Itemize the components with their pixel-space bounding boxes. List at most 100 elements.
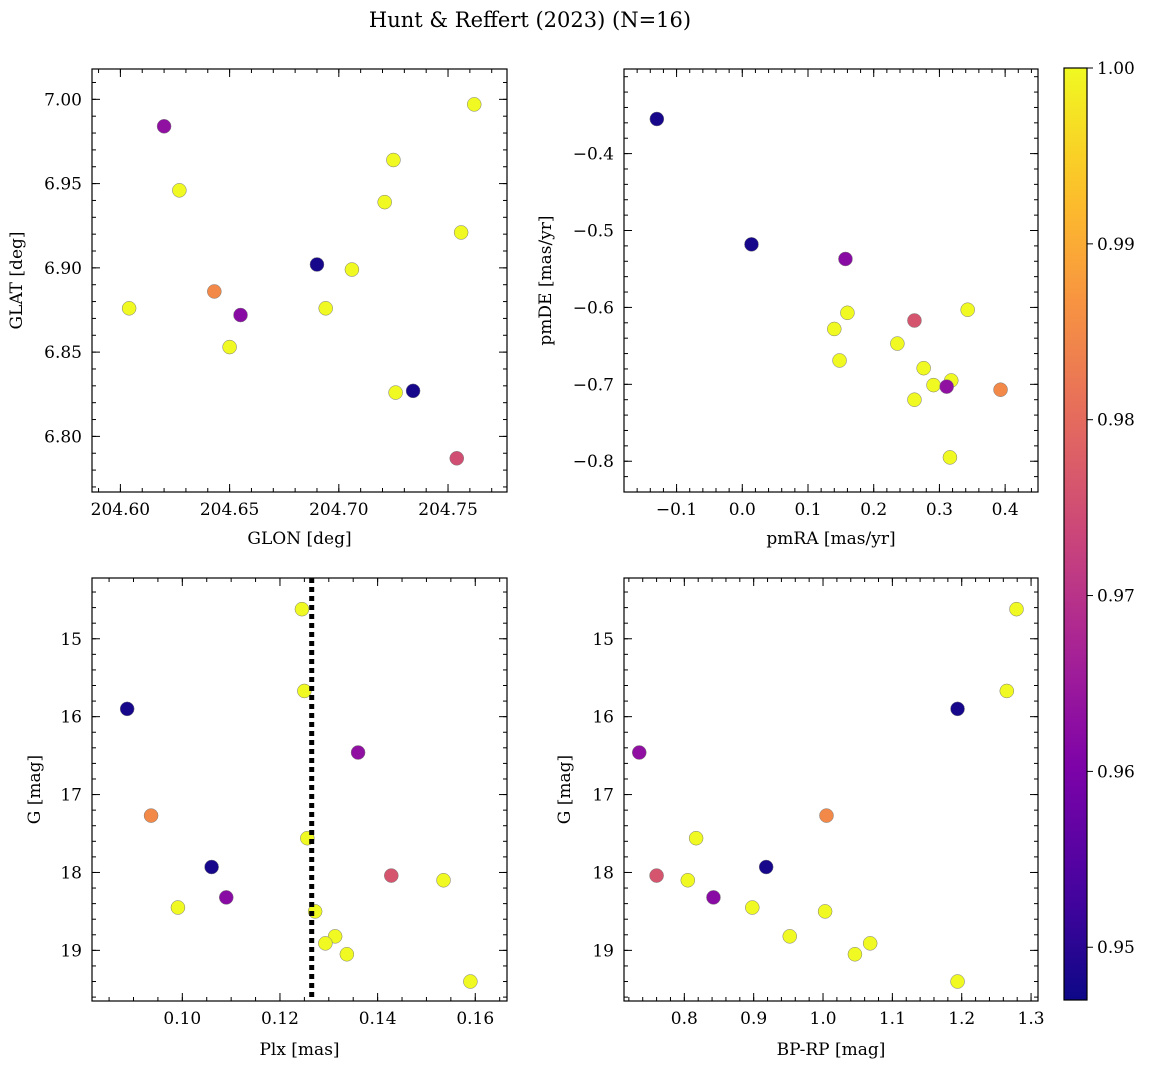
scatter-point: [939, 379, 954, 394]
panel-bprp-g: 0.8 0.9 1.0 1.1 1.2 1.3 15 16 17 18 19 BP-RP [mag]…: [555, 577, 1045, 1060]
x-tick-label: −0.1: [656, 500, 697, 520]
colorbar-tick-label: 0.96: [1097, 762, 1135, 782]
scatter-point: [172, 183, 187, 198]
axes-frame: [91, 577, 508, 1002]
scatter-point: [156, 119, 172, 134]
y-tick-label: 7.00: [44, 90, 82, 110]
x-tick-label: 0.3: [926, 500, 953, 520]
scatter-point: [233, 307, 248, 323]
scatter-point: [960, 302, 975, 317]
scatter-point: [649, 868, 664, 883]
y-tick-label: 6.95: [44, 175, 82, 195]
scatter-point: [890, 336, 905, 351]
y-tick-label: 17: [60, 786, 82, 806]
scatter-point: [121, 301, 137, 316]
x-tick-label: 0.16: [456, 1009, 494, 1029]
scatter-point: [207, 284, 222, 299]
colorbar-tick-label: 0.98: [1097, 411, 1135, 431]
axes-frame: [623, 577, 1039, 1002]
axis-ticks: 0.8 0.9 1.0 1.1 1.2 1.3 15 16 17 18 19: [592, 578, 1045, 1029]
scatter-point: [1009, 601, 1024, 617]
axes-frame: [91, 68, 508, 493]
scatter-point: [819, 808, 834, 823]
scatter-point: [344, 262, 360, 277]
scatter-point: [838, 251, 853, 267]
y-tick-label: 6.85: [44, 343, 82, 363]
y-tick-label: 19: [60, 941, 82, 961]
y-axis-label: GLAT [deg]: [7, 231, 27, 329]
axes-frame: [623, 68, 1039, 493]
scatter-point: [170, 900, 186, 915]
scatter-point: [463, 974, 478, 989]
y-axis-label: G [mag]: [555, 755, 575, 824]
x-tick-label: 1.0: [810, 1009, 837, 1029]
scatter-point: [782, 929, 797, 944]
scatter-point: [832, 353, 847, 368]
y-tick-label: 15: [592, 630, 614, 650]
x-axis-label: BP-RP [mag]: [777, 1040, 886, 1060]
scatter-point: [706, 890, 721, 905]
y-tick-label: 15: [60, 630, 82, 650]
panel-pmra-pmde: −0.1 0.0 0.1 0.2 0.3 0.4−0.8−0.7−0.6−0.5−0.4 …: [536, 68, 1039, 549]
x-axis-label: Plx [mas]: [259, 1040, 339, 1060]
scatter-point: [680, 873, 696, 888]
x-tick-label: 204.65: [200, 500, 259, 520]
y-tick-label: −0.5: [573, 222, 614, 242]
panel-glon-glat: 204.60 204.65 204.70 204.75 6.80 6.85 6.90 6.95…: [7, 68, 508, 549]
x-tick-label: 0.8: [671, 1009, 698, 1029]
scatter-point: [143, 808, 159, 823]
colorbar-frame: [1063, 67, 1088, 1001]
y-tick-label: 18: [60, 863, 82, 883]
scatter-point: [926, 377, 941, 393]
scatter-point: [309, 257, 325, 272]
scatter-point: [466, 97, 482, 112]
y-tick-label: 6.90: [44, 259, 82, 279]
colorbar-tick-label: 0.95: [1097, 938, 1135, 958]
panel-plx-g: 0.10 0.12 0.14 0.16 15 16 17 18 19 Plx [mas] G […: [25, 577, 508, 1060]
y-tick-label: −0.4: [573, 145, 614, 165]
colorbar-tick-label: 0.97: [1097, 587, 1135, 607]
scatter-point: [907, 392, 922, 407]
x-tick-label: 1.1: [879, 1009, 906, 1029]
scatter-point: [386, 152, 401, 168]
scatter-point: [993, 382, 1008, 397]
scatter-point: [384, 868, 399, 883]
scatter-point: [449, 451, 465, 466]
scatter-point: [649, 111, 665, 127]
x-axis-label: GLON [deg]: [247, 529, 351, 549]
scatter-point: [219, 890, 234, 905]
x-tick-label: 0.12: [261, 1009, 299, 1029]
x-tick-label: 0.10: [163, 1009, 201, 1029]
scatter-point: [388, 385, 403, 400]
scatter-point: [847, 947, 863, 962]
y-tick-label: −0.6: [573, 298, 614, 318]
scatter-point: [745, 900, 760, 915]
axis-ticks: 204.60 204.65 204.70 204.75 6.80 6.85 6.90 6.95…: [44, 69, 507, 520]
y-tick-label: 16: [60, 708, 82, 728]
scatter-point: [222, 339, 237, 355]
scatter-point: [950, 974, 965, 989]
y-axis-label: G [mag]: [25, 755, 45, 824]
colorbar-tick-label: 0.99: [1097, 235, 1135, 255]
scatter-point: [436, 873, 451, 888]
scatter-point: [453, 225, 469, 240]
scatter-point: [318, 301, 333, 316]
colorbar: 0.95 0.96 0.97 0.98 0.99 1.00: [1063, 59, 1135, 1001]
scatter-point: [119, 701, 135, 717]
y-axis-label: pmDE [mas/yr]: [536, 215, 556, 345]
y-tick-label: 6.80: [44, 427, 82, 447]
y-tick-label: 17: [592, 786, 614, 806]
scatter-point: [840, 305, 855, 321]
figure-title: Hunt & Reffert (2023) (N=16): [369, 8, 691, 32]
colorbar-tick-label: 1.00: [1097, 59, 1135, 79]
x-tick-label: 0.14: [359, 1009, 397, 1029]
scatter-point: [688, 830, 704, 846]
axis-ticks: 0.10 0.12 0.14 0.16 15 16 17 18 19: [60, 578, 507, 1029]
scatter-point: [294, 601, 310, 617]
scatter-point: [339, 947, 355, 962]
scatter-point: [942, 450, 958, 465]
axis-ticks: −0.1 0.0 0.1 0.2 0.3 0.4 −0.8 −0.7 −0.6 −0.5 −0.4: [573, 69, 1038, 520]
colorbar-ticks: 0.95 0.96 0.97 0.98 0.99 1.00: [1087, 59, 1135, 958]
x-tick-label: 0.2: [860, 500, 887, 520]
